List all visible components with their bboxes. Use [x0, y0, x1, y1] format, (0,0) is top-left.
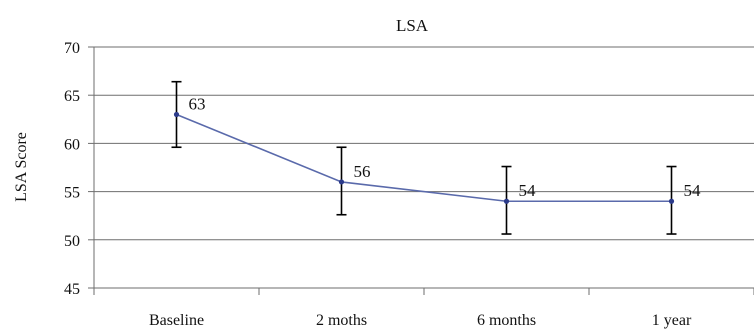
chart-title: LSA [396, 16, 429, 35]
y-tick-label: 65 [64, 88, 80, 105]
series-layer: 63 56 54 54 [171, 80, 702, 235]
grid-layer [94, 46, 754, 241]
x-tick-label: 1 year [652, 312, 692, 329]
series-line [176, 113, 672, 203]
data-point [668, 198, 675, 204]
data-point [503, 198, 510, 204]
data-label: 54 [519, 181, 537, 200]
y-axis-title: LSA Score [13, 132, 30, 202]
data-label: 56 [354, 162, 371, 181]
data-point [173, 111, 180, 118]
x-tick-label: 6 months [477, 312, 536, 329]
data-point [338, 179, 345, 185]
y-tick-label: 55 [64, 185, 80, 202]
y-tick-label: 45 [64, 281, 80, 298]
y-tick-label: 60 [64, 136, 80, 153]
data-label: 63 [189, 94, 206, 113]
x-tick-label: Baseline [149, 312, 204, 329]
y-tick-label: 70 [64, 40, 80, 57]
y-tick-label: 50 [64, 233, 80, 250]
axis-layer: 45 50 55 60 65 70 Baseline 2 moths 6 months 1 yea… [64, 40, 754, 329]
data-label: 54 [684, 181, 702, 200]
x-tick-label: 2 moths [316, 312, 367, 329]
